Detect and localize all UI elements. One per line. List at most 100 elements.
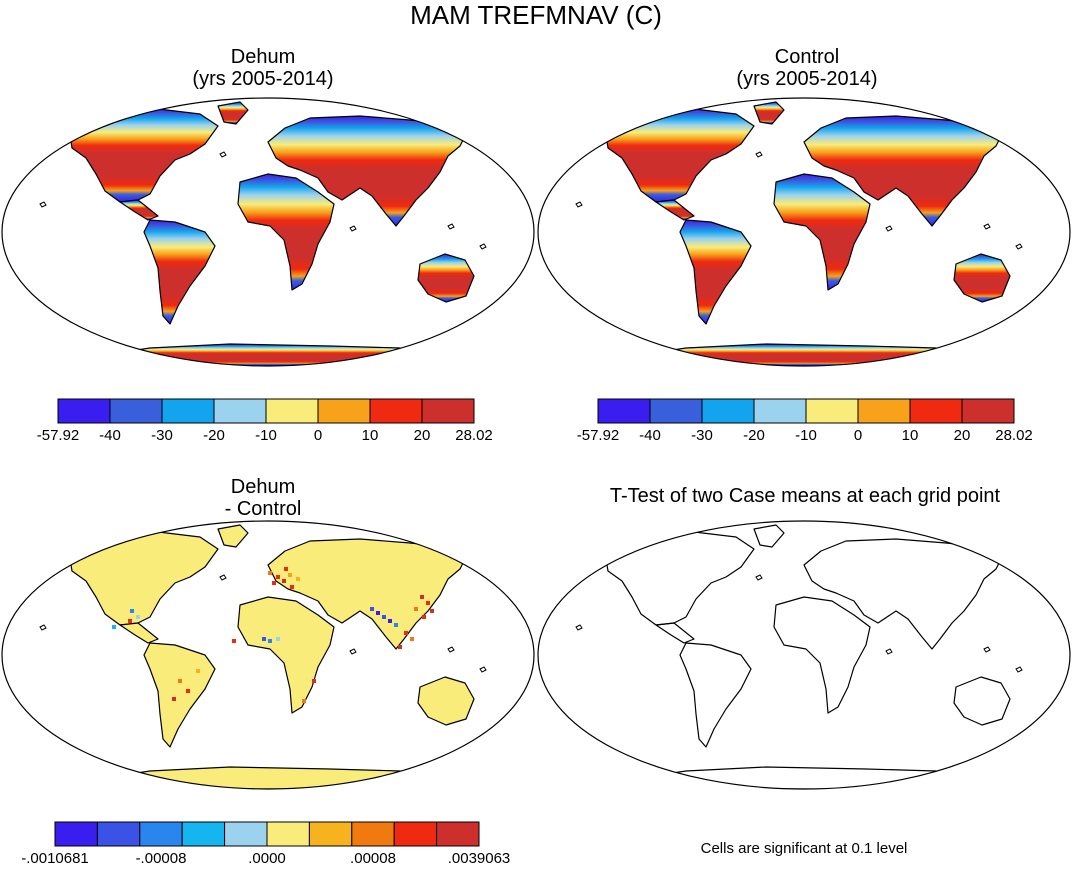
panel-bl-title-line1: Dehum [230, 476, 296, 498]
continent-africa [237, 173, 335, 291]
continent-antarctica [645, 766, 977, 789]
continent-samerica [679, 219, 752, 325]
colorbar-tick-label: 0 [853, 427, 863, 444]
island-outline [983, 223, 991, 230]
anomaly-cell [430, 609, 434, 613]
continent-namerica [69, 530, 219, 626]
colorbar-tick-label: 10 [901, 427, 919, 444]
colorbar-tick-label: 28.02 [455, 427, 493, 444]
anomaly-cell [414, 607, 418, 611]
colorbar-box [57, 398, 111, 424]
continent-antarctica [109, 766, 441, 789]
map-border [1, 520, 535, 790]
colorbar-box [161, 398, 215, 424]
map-border [537, 97, 1071, 367]
island-outline [219, 151, 227, 158]
colorbar-box [54, 821, 98, 847]
colorbar-box [701, 398, 755, 424]
anomaly-cell [272, 581, 276, 585]
anomaly-cell [382, 615, 386, 619]
panel-bl-title: Dehum - Control [53, 476, 473, 520]
continent-namerica [69, 107, 219, 203]
island-outline [1015, 243, 1023, 250]
anomaly-cell [288, 573, 292, 577]
continent-australia [953, 253, 1011, 303]
colorbar-box [961, 398, 1015, 424]
colorbar-tick-label: -.0010681 [21, 850, 89, 867]
colorbar-box [393, 821, 438, 847]
anomaly-cell [136, 615, 140, 619]
island-outline [219, 574, 227, 581]
map-difference [1, 520, 535, 790]
continent-camerica [119, 622, 159, 644]
island-outline [349, 648, 357, 655]
map-ttest [537, 520, 1071, 790]
continent-antarctica [645, 343, 977, 366]
anomaly-cell [196, 669, 200, 673]
colorbar-box [597, 398, 651, 424]
colorbar-tick-label: .0000 [248, 850, 286, 867]
colorbar-box [224, 821, 268, 847]
colorbar-box [436, 821, 480, 847]
anomaly-cell [276, 637, 280, 641]
continent-greenland [753, 524, 785, 548]
anomaly-cell [426, 601, 430, 605]
panel-tr-title: Control (yrs 2005-2014) [597, 46, 1017, 90]
page-title: MAM TREFMNAV (C) [410, 0, 662, 30]
colorbar-tick-label: -40 [639, 427, 661, 444]
island-outline [885, 225, 893, 232]
colorbar-box [265, 398, 319, 424]
colorbar-tick-label: 10 [361, 427, 379, 444]
island-outline [349, 225, 357, 232]
significance-note: Cells are significant at 0.1 level [700, 840, 908, 857]
colorbar-box [317, 398, 371, 424]
continent-samerica [143, 642, 216, 748]
anomaly-cell [420, 595, 424, 599]
panel-br-title: T-Test of two Case means at each grid po… [609, 485, 1001, 507]
colorbar-control [597, 398, 1015, 424]
colorbar-box [109, 398, 163, 424]
anomaly-cell [394, 623, 398, 627]
continent-camerica [655, 622, 695, 644]
anomaly-cell [186, 689, 190, 693]
island-outline [479, 666, 487, 673]
colorbar-box [266, 821, 310, 847]
anomaly-cell [284, 567, 288, 571]
colorbar-tick-label: -30 [691, 427, 713, 444]
continent-greenland [217, 524, 249, 548]
island-outline [39, 624, 47, 631]
colorbar-tick-label: -40 [99, 427, 121, 444]
colorbar-tick-label: -30 [151, 427, 173, 444]
continent-antarctica [109, 343, 441, 366]
continent-africa [773, 596, 871, 714]
colorbar-box [96, 821, 141, 847]
island-outline [447, 646, 455, 653]
island-outline [755, 574, 763, 581]
continent-australia [953, 676, 1011, 726]
anomaly-cell [296, 577, 300, 581]
anomaly-cell [232, 639, 236, 643]
anomaly-cell [262, 637, 266, 641]
map-control [537, 97, 1071, 367]
island-outline [39, 201, 47, 208]
colorbar-box [909, 398, 963, 424]
colorbar-box [351, 821, 395, 847]
colorbar-tick-label: 28.02 [995, 427, 1033, 444]
continent-australia [417, 676, 475, 726]
colorbar-tick-label: -20 [203, 427, 225, 444]
colorbar-tick-label: -10 [255, 427, 277, 444]
panel-tl-title: Dehum (yrs 2005-2014) [53, 46, 473, 90]
anomaly-cell [302, 699, 306, 703]
anomaly-cell [312, 679, 316, 683]
colorbar-box [857, 398, 911, 424]
colorbar-tick-label: .0039063 [447, 850, 511, 867]
map-border [1, 97, 535, 367]
anomaly-cell [172, 697, 176, 701]
colorbar-box [308, 821, 353, 847]
anomaly-cell [276, 575, 280, 579]
panel-bl-title-line2: - Control [224, 498, 302, 520]
colorbar-box [213, 398, 267, 424]
island-outline [479, 243, 487, 250]
colorbar-tick-label: .00008 [350, 850, 396, 867]
colorbar-box [139, 821, 183, 847]
